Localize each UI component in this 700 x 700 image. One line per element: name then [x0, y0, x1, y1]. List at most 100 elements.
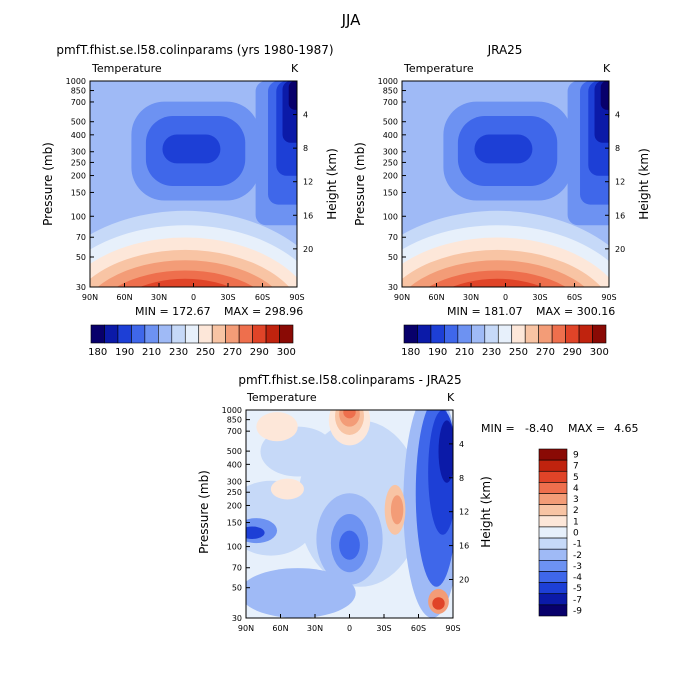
- lat-tick-label: 30S: [376, 624, 391, 633]
- colorbar-cell: [484, 324, 499, 344]
- panel-diff-height-label: Height (km): [479, 476, 493, 547]
- colorbar-label: -5: [573, 584, 582, 594]
- panel-model-min: MIN = 172.67: [135, 305, 211, 318]
- colorbar-cell: [171, 324, 186, 344]
- colorbar-cell: [538, 459, 568, 472]
- pressure-tick-label: 250: [227, 488, 242, 497]
- field-core-3: [474, 134, 533, 164]
- pressure-tick-label: 700: [227, 427, 242, 436]
- panel-model-lat-ticks: 90N 60N 30N 0 30S 60S 90S: [82, 283, 305, 302]
- field-core-3: [162, 134, 221, 164]
- colorbar-label: 300: [590, 347, 609, 358]
- panel-jra25-title: JRA25: [487, 43, 523, 57]
- pressure-tick-label: 150: [227, 519, 242, 528]
- colorbar-cell: [538, 604, 568, 617]
- height-tick-label: 16: [303, 211, 313, 220]
- pressure-tick-label: 50: [76, 253, 86, 262]
- colorbar-label: 250: [196, 347, 215, 358]
- pressure-tick-label: 400: [383, 131, 398, 140]
- colorbar-cell: [592, 324, 607, 344]
- colorbar-label: 0: [573, 529, 579, 539]
- lat-tick-label: 90S: [445, 624, 460, 633]
- colorbar-cell: [578, 324, 593, 344]
- panel-jra25-max: MAX = 300.16: [536, 305, 615, 318]
- pressure-tick-label: 700: [383, 98, 398, 107]
- diff-region-19: [390, 495, 404, 525]
- lat-tick-label: 90N: [394, 293, 410, 302]
- colorbar-cell: [538, 504, 568, 517]
- lat-tick-label: 60N: [428, 293, 444, 302]
- height-tick-label: 20: [303, 245, 313, 254]
- pressure-tick-label: 300: [383, 148, 398, 157]
- pressure-tick-label: 30: [232, 614, 242, 623]
- height-tick-label: 8: [459, 474, 464, 483]
- diff-region-17: [256, 412, 298, 442]
- colorbar-cell: [538, 537, 568, 550]
- pressure-tick-label: 1000: [222, 406, 242, 415]
- colorbar-label: 270: [536, 347, 555, 358]
- pressure-tick-label: 50: [388, 253, 398, 262]
- panel-diff-min-label: MIN =: [481, 422, 515, 435]
- height-tick-label: 4: [459, 440, 464, 449]
- lat-tick-label: 90S: [601, 293, 616, 302]
- panel-diff-field: [246, 410, 453, 618]
- colorbar-cell: [538, 493, 568, 505]
- panel-jra25: JRA25 Temperature K 30507010015020025030…: [353, 43, 651, 358]
- colorbar-label: -7: [573, 595, 582, 605]
- colorbar-cell: [444, 324, 459, 344]
- pressure-tick-label: 700: [71, 98, 86, 107]
- lat-tick-label: 30S: [220, 293, 235, 302]
- panel-diff-max-value: 4.65: [614, 422, 639, 435]
- colorbar-cell: [403, 324, 418, 344]
- colorbar-cell: [279, 324, 294, 344]
- colorbar-cell: [457, 324, 472, 344]
- colorbar-label: 4: [573, 484, 579, 494]
- colorbar-label: 190: [428, 347, 447, 358]
- lat-tick-label: 60S: [411, 624, 426, 633]
- colorbar-label: 5: [573, 473, 579, 483]
- colorbar-label: 210: [455, 347, 474, 358]
- field-band-polar-5: [288, 81, 297, 110]
- lat-tick-label: 0: [191, 293, 196, 302]
- lat-tick-label: 30S: [532, 293, 547, 302]
- colorbar-cell: [538, 515, 568, 528]
- height-tick-label: 8: [615, 144, 620, 153]
- pressure-tick-label: 100: [227, 543, 242, 552]
- colorbar-cell: [497, 324, 513, 344]
- panel-model-tag: Temperature: [91, 62, 162, 75]
- diff-region-22: [432, 597, 445, 610]
- panel-model-title: pmfT.fhist.se.l58.colinparams (yrs 1980-…: [56, 43, 333, 57]
- pressure-tick-label: 70: [76, 233, 86, 242]
- colorbar-label: 290: [563, 347, 582, 358]
- panel-jra25-pressure-label: Pressure (mb): [353, 142, 367, 226]
- colorbar-label: -4: [573, 573, 582, 583]
- panel-jra25-field: [402, 81, 609, 287]
- colorbar-cell: [158, 324, 173, 344]
- colorbar-cell: [430, 324, 445, 344]
- field-layer-6: [451, 278, 543, 287]
- pressure-tick-label: 70: [388, 233, 398, 242]
- height-tick-label: 4: [615, 111, 620, 120]
- colorbar-cell: [538, 548, 568, 561]
- colorbar-label: -1: [573, 540, 582, 550]
- colorbar-label: 180: [88, 347, 107, 358]
- colorbar-cell: [538, 324, 553, 344]
- panel-jra25-height-ticks: 20 16 12 8 4: [605, 111, 625, 254]
- colorbar-cell: [538, 582, 568, 595]
- panel-jra25-min: MIN = 181.07: [447, 305, 523, 318]
- panel-model-height-label: Height (km): [325, 148, 339, 219]
- lat-tick-label: 30N: [307, 624, 323, 633]
- panel-jra25-colorbar: 180 190 210 230 250 270 290 300: [401, 324, 609, 358]
- colorbar-label: 190: [115, 347, 134, 358]
- pressure-tick-label: 500: [383, 118, 398, 127]
- height-tick-label: 20: [459, 575, 469, 584]
- colorbar-cell: [252, 324, 267, 344]
- pressure-tick-label: 300: [71, 148, 86, 157]
- panel-model-colorbar: 180 190 210 230 250 270 290 300: [88, 324, 296, 358]
- pressure-tick-label: 1000: [66, 77, 86, 86]
- panel-diff-height-ticks: 20 16 12 8 4: [449, 440, 469, 584]
- pressure-tick-label: 500: [227, 447, 242, 456]
- colorbar-label: 270: [223, 347, 242, 358]
- panel-diff-title: pmfT.fhist.se.l58.colinparams - JRA25: [238, 373, 461, 387]
